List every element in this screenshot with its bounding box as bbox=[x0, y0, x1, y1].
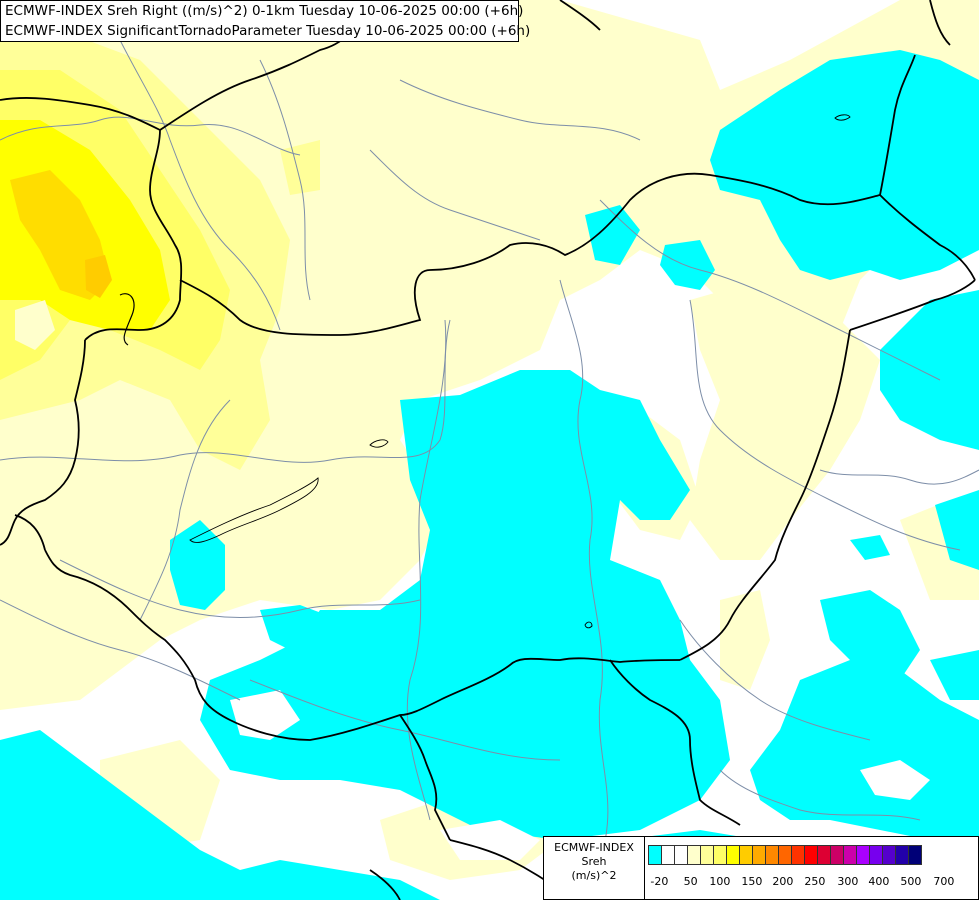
sreh-field-orange-spot bbox=[85, 255, 112, 298]
legend-swatch bbox=[882, 845, 896, 865]
legend-swatch bbox=[661, 845, 675, 865]
legend-swatch bbox=[895, 845, 909, 865]
legend-swatch bbox=[674, 845, 688, 865]
legend-swatch bbox=[648, 845, 662, 865]
lakes bbox=[189, 114, 851, 629]
legend-swatch bbox=[856, 845, 870, 865]
legend-param: Sreh bbox=[581, 855, 607, 868]
legend-swatch bbox=[804, 845, 818, 865]
legend-swatch bbox=[778, 845, 792, 865]
legend-tick-label: 50 bbox=[683, 875, 698, 888]
sreh-field-white-patches bbox=[230, 690, 930, 860]
legend-tick-label: 200 bbox=[772, 875, 794, 888]
legend-tick-label: 150 bbox=[741, 875, 763, 888]
legend-tick-label: 500 bbox=[900, 875, 922, 888]
legend-model: ECMWF-INDEX bbox=[554, 841, 634, 854]
legend-tick-label: 250 bbox=[804, 875, 826, 888]
legend-swatch bbox=[843, 845, 857, 865]
title-line-1: ECMWF-INDEX Sreh Right ((m/s)^2) 0-1km T… bbox=[5, 3, 524, 19]
sreh-field-gold bbox=[10, 170, 110, 300]
title-line-2: ECMWF-INDEX SignificantTornadoParameter … bbox=[5, 23, 531, 39]
legend-swatch bbox=[739, 845, 753, 865]
legend-swatch bbox=[908, 845, 922, 865]
legend-swatch bbox=[687, 845, 701, 865]
legend-swatch bbox=[817, 845, 831, 865]
legend-separator bbox=[644, 837, 645, 899]
sreh-field-pale-spots bbox=[15, 300, 55, 350]
legend-tick-label: 300 bbox=[837, 875, 859, 888]
legend-swatch bbox=[752, 845, 766, 865]
legend-swatch bbox=[726, 845, 740, 865]
legend-tick-label: -20 bbox=[650, 875, 669, 888]
legend-swatch bbox=[713, 845, 727, 865]
legend-unit: (m/s)^2 bbox=[571, 869, 617, 882]
river-danube bbox=[119, 293, 135, 346]
legend-swatch bbox=[791, 845, 805, 865]
legend-swatch bbox=[830, 845, 844, 865]
rivers bbox=[0, 39, 979, 861]
legend-swatch bbox=[700, 845, 714, 865]
legend-tick-label: 400 bbox=[868, 875, 890, 888]
legend-swatch bbox=[869, 845, 883, 865]
legend-color-bar bbox=[648, 845, 922, 865]
legend-title-block: ECMWF-INDEX Sreh (m/s)^2 bbox=[544, 841, 644, 883]
color-legend: ECMWF-INDEX Sreh (m/s)^2 -20 50 100 150 200 2… bbox=[543, 836, 979, 900]
legend-tick-label: 100 bbox=[709, 875, 731, 888]
map-title-box: ECMWF-INDEX Sreh Right ((m/s)^2) 0-1km T… bbox=[0, 0, 531, 42]
legend-swatch bbox=[765, 845, 779, 865]
legend-tick-label: 700 bbox=[933, 875, 955, 888]
